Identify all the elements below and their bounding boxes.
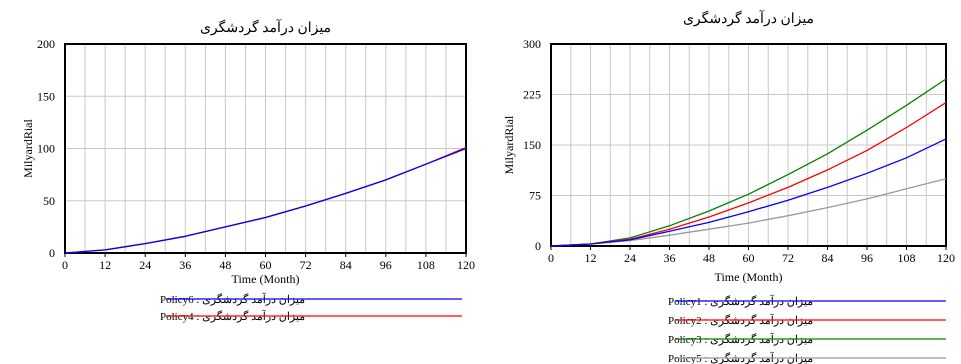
series-line-1 <box>550 138 947 247</box>
x-tick-label: 72 <box>300 258 312 272</box>
x-tick-label: 48 <box>219 258 231 272</box>
x-tick-label: 96 <box>380 258 392 272</box>
y-tick-label: 50 <box>43 194 55 208</box>
chart-title: میزان درآمد گردشگری <box>683 9 814 27</box>
y-axis-label: MilyardRial <box>502 115 516 174</box>
x-tick-label: 60 <box>743 251 755 265</box>
y-tick-label: 200 <box>37 37 55 51</box>
x-tick-label: 60 <box>260 258 272 272</box>
x-tick-label: 84 <box>822 251 834 265</box>
y-tick-label: 300 <box>523 37 541 51</box>
y-tick-label: 75 <box>529 189 541 203</box>
series-line-1 <box>64 147 467 254</box>
chart-2: 0 12 24 36 48 60 72 84 96 108 120 0 75 150 225 300 میزان… <box>502 9 955 364</box>
x-tick-label: 120 <box>937 251 955 265</box>
x-tick-label: 0 <box>548 251 554 265</box>
y-tick-label: 150 <box>523 138 541 152</box>
x-tick-label: 36 <box>664 251 676 265</box>
y-tick-label: 0 <box>535 239 541 253</box>
y-tick-label: 150 <box>37 89 55 103</box>
series-line-3 <box>550 78 947 247</box>
x-tick-label: 108 <box>898 251 916 265</box>
x-tick-label: 24 <box>624 251 636 265</box>
x-axis-label: Time (Month) <box>715 270 783 284</box>
y-tick-label: 100 <box>37 142 55 156</box>
x-tick-label: 48 <box>703 251 715 265</box>
x-tick-label: 12 <box>99 258 111 272</box>
x-tick-label: 120 <box>457 258 475 272</box>
x-tick-label: 0 <box>62 258 68 272</box>
chart-title: میزان درآمد گردشگری <box>200 18 331 36</box>
x-tick-label: 12 <box>585 251 597 265</box>
x-tick-label: 108 <box>417 258 435 272</box>
x-tick-label: 84 <box>340 258 352 272</box>
x-axis-label: Time (Month) <box>232 272 300 286</box>
x-tick-label: 36 <box>179 258 191 272</box>
x-tick-label: 72 <box>782 251 794 265</box>
x-tick-label: 24 <box>139 258 151 272</box>
y-tick-label: 0 <box>49 246 55 260</box>
y-axis-label: MilyardRial <box>21 119 35 178</box>
x-tick-label: 96 <box>861 251 873 265</box>
chart-1: 0 12 24 36 48 60 72 84 96 108 120 0 50 100 150 200 میزان… <box>21 18 475 323</box>
y-tick-label: 225 <box>523 88 541 102</box>
